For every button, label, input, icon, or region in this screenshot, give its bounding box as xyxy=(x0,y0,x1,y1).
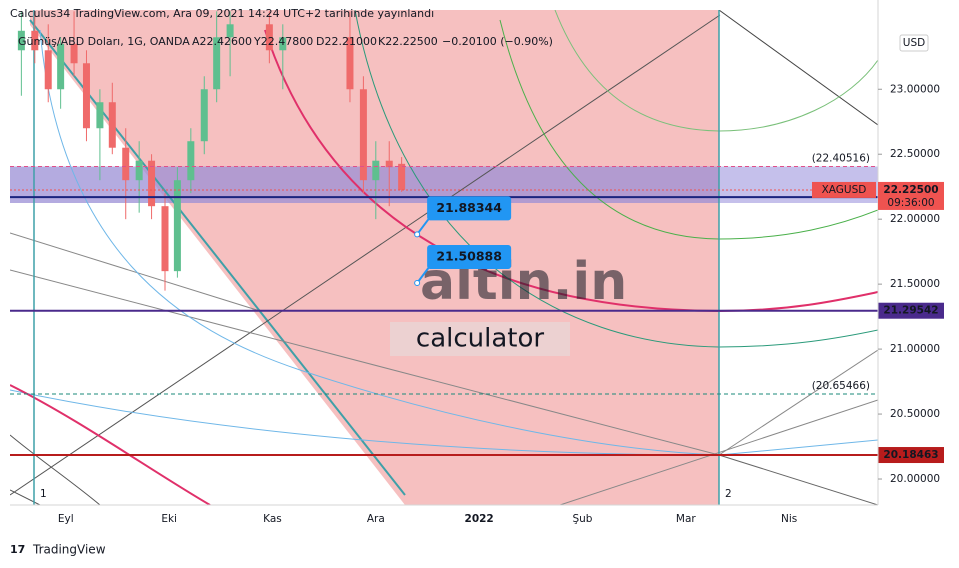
last-price-label: 22.22500 xyxy=(883,184,938,196)
price-badge-label: 20.18463 xyxy=(883,449,938,461)
currency[interactable]: USD xyxy=(903,37,925,49)
x-tick-label: Şub xyxy=(572,513,592,525)
drawing xyxy=(39,29,720,456)
candle-body xyxy=(398,163,406,190)
candle-body xyxy=(82,63,90,129)
ticker-badge xyxy=(812,181,876,198)
drawing xyxy=(264,29,878,313)
legend-open: A22.42600 xyxy=(192,35,252,48)
drawing xyxy=(10,384,211,505)
price-badge-label: 21.29542 xyxy=(883,305,938,317)
drawing xyxy=(10,269,720,456)
candle-body xyxy=(96,102,104,129)
candle-body xyxy=(279,37,287,51)
drawing xyxy=(29,19,406,496)
callout-point xyxy=(414,231,421,238)
chart-title: Calculus34 TradingView.com, Ara 09, 2021… xyxy=(10,7,434,20)
callout-point xyxy=(414,279,421,286)
x-tick-label: Nis xyxy=(781,513,797,525)
y-tick-label: 22.50000 xyxy=(890,148,940,160)
overlay-text: calculator xyxy=(416,324,544,354)
y-tick-label: 23.00000 xyxy=(890,83,940,95)
x-tick-label: 2022 xyxy=(465,513,494,525)
candle-body xyxy=(173,180,181,272)
legend-close: K22.22500 xyxy=(378,35,438,48)
callout-pointer xyxy=(416,266,430,284)
candle-body xyxy=(57,43,65,90)
cycle-label: 1 xyxy=(40,488,47,500)
candle-body xyxy=(200,89,208,142)
candle-body xyxy=(265,24,273,51)
x-tick-label: Kas xyxy=(263,513,282,525)
candle-body xyxy=(161,206,169,272)
price-badge xyxy=(878,447,944,464)
cycle-label: 2 xyxy=(725,488,732,500)
candle-body xyxy=(187,141,195,181)
candle-body xyxy=(135,160,143,181)
candle-body xyxy=(44,50,52,90)
price-line-label: (22.40516) xyxy=(812,153,870,165)
drawing xyxy=(10,489,41,505)
last-price-badge xyxy=(878,181,944,210)
drawing xyxy=(354,10,878,348)
drawing xyxy=(718,349,878,456)
drawing xyxy=(718,10,878,126)
callout-box xyxy=(427,196,512,221)
y-tick-label: 21.50000 xyxy=(890,278,940,290)
drawing xyxy=(10,14,721,496)
legend: Gümüş/ABD Doları, 1G, OANDA A22.42600 Y2… xyxy=(18,35,553,48)
x-tick-label: Mar xyxy=(676,513,696,525)
callout-label: 21.88344 xyxy=(436,200,502,215)
y-tick-label: 20.00000 xyxy=(890,473,940,485)
candle-body xyxy=(122,147,130,181)
candle-body xyxy=(148,160,156,207)
drawing xyxy=(499,19,878,240)
footer: TradingView xyxy=(32,543,106,557)
legend-change: −0.20100 (−0.90%) xyxy=(442,35,553,48)
candle-body xyxy=(213,37,221,90)
candle-body xyxy=(31,30,39,51)
price-line-label: (20.65466) xyxy=(812,380,870,392)
ticker-label: XAGUSD xyxy=(822,184,867,196)
price-badge xyxy=(878,302,944,319)
candle-body xyxy=(17,30,25,51)
callout-label: 21.50888 xyxy=(436,248,502,263)
drawing xyxy=(10,434,101,505)
legend-symbol: Gümüş/ABD Doları, 1G, OANDA xyxy=(18,35,190,48)
candle-body xyxy=(108,102,116,148)
legend-high: Y22.47800 xyxy=(253,35,313,48)
candle-body xyxy=(372,160,380,181)
y-tick-label: 21.00000 xyxy=(890,343,940,355)
candle-body xyxy=(346,37,354,90)
countdown-label: 09:36:00 xyxy=(887,197,934,209)
footer-logo: 17 xyxy=(10,543,25,556)
legend-low: D22.21000 xyxy=(316,35,377,48)
candle-body xyxy=(70,43,78,64)
x-tick-label: Ara xyxy=(367,513,385,525)
candle-body xyxy=(226,24,234,38)
overlay-box xyxy=(390,322,570,356)
drawing xyxy=(10,232,261,312)
x-tick-label: Eki xyxy=(161,513,177,525)
currency-box[interactable] xyxy=(899,34,929,52)
y-tick-label: 22.00000 xyxy=(890,213,940,225)
callout-pointer xyxy=(416,217,430,235)
candle-body xyxy=(359,89,367,181)
candle-body xyxy=(385,160,393,168)
y-tick-label: 20.50000 xyxy=(890,408,940,420)
callout-box xyxy=(427,244,512,269)
x-tick-label: Eyl xyxy=(58,513,74,525)
drawing xyxy=(718,454,878,505)
